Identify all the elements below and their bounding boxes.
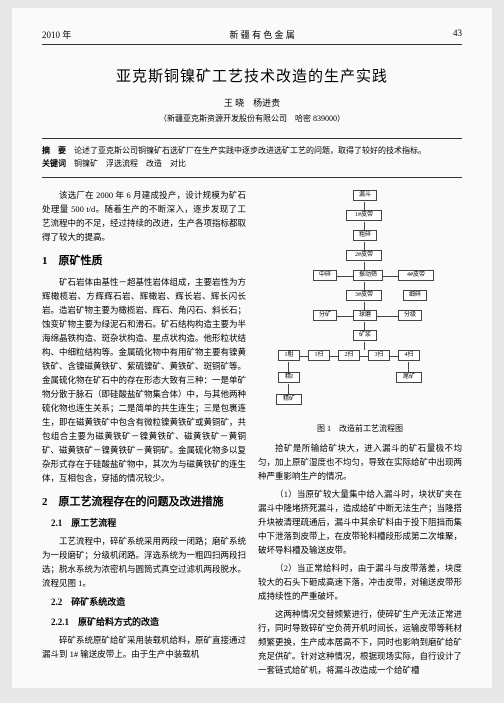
abstract-block: 摘 要 论述了亚克斯公司铜镍矿石选矿厂在生产实践中逐步改进选矿工艺的问题，取得了…: [42, 138, 462, 178]
intro-paragraph: 该选厂在 2000 年 6 月建成投产，设计规模为矿石处理量 500 t/d。随…: [42, 188, 246, 244]
fc-node: 4扫: [398, 350, 420, 361]
flowchart-figure: 漏斗 1#皮带 粗碎 2#皮带 中碎 振动筛 4#皮带 3#皮带 细碎 分矿 球…: [258, 188, 462, 418]
fc-line: [364, 282, 365, 290]
page-header: 2010 年 新 疆 有 色 金 属 43: [42, 28, 462, 45]
fc-node: 漏斗: [353, 190, 377, 201]
section-2-1-p: 工艺流程中，碎矿系统采用两段一闭路；磨矿系统为一段磨矿；分级机闭路。浮选系统为一…: [42, 534, 246, 590]
section-2-2-1-heading: 2.2.1 原矿给料方式的改造: [42, 615, 246, 630]
abstract-label: 摘 要: [42, 146, 66, 155]
fc-node: 3#皮带: [346, 290, 382, 301]
fc-line: [288, 362, 289, 372]
section-1-p1: 矿石岩体由基性－超基性岩体组成，主要岩性为方辉橄榄岩、方辉辉石岩、辉橄岩、辉长岩…: [42, 275, 246, 485]
header-year: 2010 年: [42, 28, 71, 41]
fc-node: 4#皮带: [398, 270, 434, 281]
fc-line: [364, 202, 365, 210]
left-column: 该选厂在 2000 年 6 月建成投产，设计规模为矿石处理量 500 t/d。随…: [42, 188, 246, 681]
page-container: 2010 年 新 疆 有 色 金 属 43 亚克斯铜镍矿工艺技术改造的生产实践 …: [12, 8, 492, 688]
header-journal: 新 疆 有 色 金 属: [230, 28, 295, 41]
fc-node: 2扫: [338, 350, 360, 361]
fc-node: 分矿: [313, 310, 337, 321]
fc-line: [364, 222, 365, 230]
fc-line: [300, 356, 308, 357]
fc-node: 振动筛: [353, 270, 383, 281]
keywords-label: 关键词: [42, 159, 66, 168]
fc-node: 精矿: [276, 394, 302, 405]
section-1-heading: 1 原矿性质: [42, 252, 246, 270]
keywords-row: 关键词 铜镍矿 浮选流程 改造 对比: [42, 158, 462, 171]
abstract-row: 摘 要 论述了亚克斯公司铜镍矿石选矿厂在生产实践中逐步改进选矿工艺的问题，取得了…: [42, 145, 462, 158]
article-title: 亚克斯铜镍矿工艺技术改造的生产实践: [42, 65, 462, 86]
fc-node: 1粗: [278, 350, 300, 361]
fc-line: [364, 342, 365, 350]
fc-line: [364, 262, 365, 270]
two-column-layout: 该选厂在 2000 年 6 月建成投产，设计规模为矿石处理量 500 t/d。随…: [42, 188, 462, 681]
fc-line: [383, 276, 398, 277]
fc-line: [330, 356, 338, 357]
authors: 王 晓 杨进贵: [42, 96, 462, 109]
section-2-2-heading: 2.2 碎矿系统改造: [42, 595, 246, 610]
fc-node: 1扫: [308, 350, 330, 361]
fc-node: 细碎: [403, 290, 427, 301]
abstract-text: 论述了亚克斯公司铜镍矿石选矿厂在生产实践中逐步改进选矿工艺的问题，取得了较好的技…: [74, 146, 426, 155]
fc-line: [364, 302, 365, 310]
affiliation: （新疆亚克斯资源开发股份有限公司 哈密 839000）: [42, 113, 462, 124]
fc-line: [337, 316, 353, 317]
fc-node: 精I: [278, 372, 300, 383]
fc-line: [360, 356, 368, 357]
section-2-1-heading: 2.1 原工艺流程: [42, 516, 246, 531]
keywords-text: 铜镍矿 浮选流程 改造 对比: [74, 159, 186, 168]
fc-node: 中碎: [313, 270, 337, 281]
section-2-heading: 2 原工艺流程存在的问题及改进措施: [42, 493, 246, 511]
fc-node: 分级: [398, 310, 422, 321]
fc-node: 2#皮带: [346, 250, 382, 261]
fc-node: 矿浆: [353, 330, 377, 341]
right-p3: （2）当正常给料时，由于漏斗与皮带落差，块度较大的石头下砸成高速下落，冲击皮带，…: [258, 561, 462, 603]
right-p1: 拾矿是所输给矿块大，进入漏斗的矿石量极不均匀，加上原矿湿度也不均匀，导致在实际给…: [258, 441, 462, 483]
fc-line: [288, 384, 289, 394]
right-column: 漏斗 1#皮带 粗碎 2#皮带 中碎 振动筛 4#皮带 3#皮带 细碎 分矿 球…: [258, 188, 462, 681]
fc-node: 尾矿: [396, 372, 422, 383]
fc-node: 1#皮带: [346, 210, 382, 221]
fc-line: [337, 276, 353, 277]
fc-node: 粗碎: [353, 230, 377, 241]
right-p4: 这两种情况交替频繁进行，使碎矿生产无法正常进行，同时导致碎矿空负荷开机时间长，运…: [258, 607, 462, 677]
fc-line: [408, 362, 409, 372]
fc-node: 球磨: [353, 310, 377, 321]
right-p2: （1）当原矿较大量集中给入漏斗时，块状矿夹在漏斗中隆堵挤死漏斗，造成给矿中断无法…: [258, 487, 462, 557]
header-page: 43: [453, 28, 462, 41]
fc-line: [364, 322, 365, 330]
fc-line: [390, 356, 398, 357]
fc-line: [364, 242, 365, 250]
flowchart-caption: 图 1 改造前工艺流程图: [258, 422, 462, 435]
fc-node: 3扫: [368, 350, 390, 361]
fc-line: [377, 316, 398, 317]
section-2-2-1-p: 碎矿系统原矿给矿采用装载机给料，原矿直接通过漏斗到 1# 输送皮带上。由于生产中…: [42, 633, 246, 661]
